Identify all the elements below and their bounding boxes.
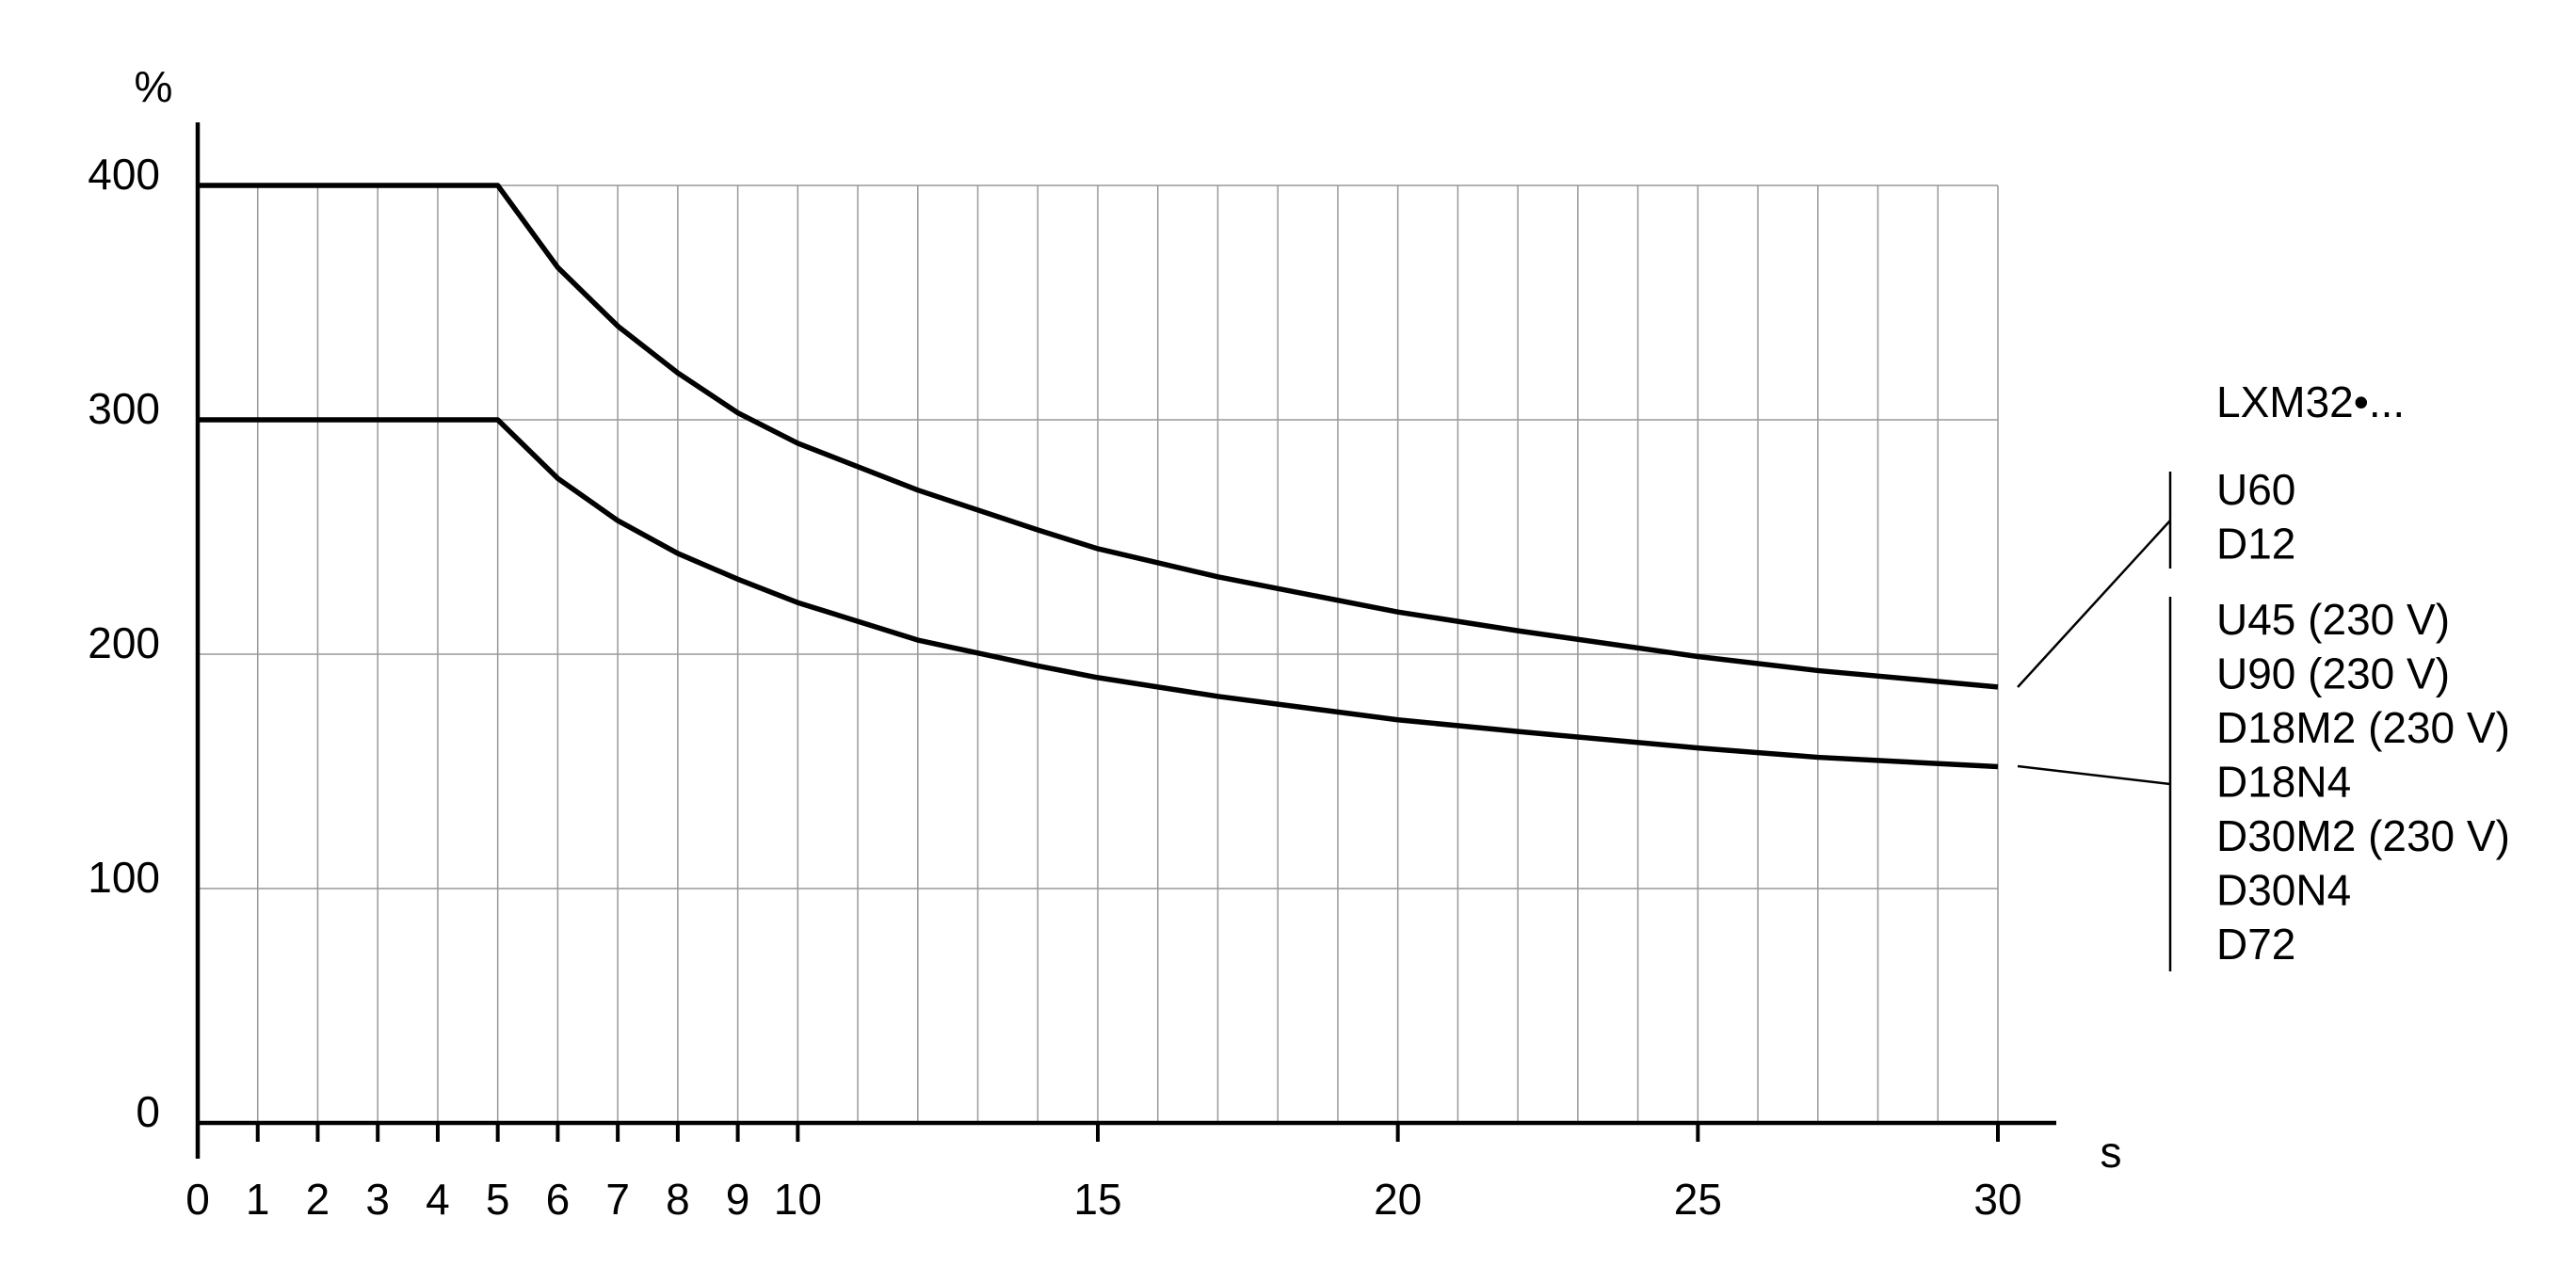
- legend-title: LXM32•...: [2216, 377, 2405, 426]
- legend-label: D18M2 (230 V): [2216, 703, 2510, 752]
- y-tick-label: 200: [88, 618, 160, 667]
- x-tick-label: 7: [605, 1175, 630, 1224]
- legend-brackets: [2017, 472, 2172, 971]
- y-tick-label: 0: [136, 1087, 160, 1136]
- x-tick-label: 3: [365, 1175, 390, 1224]
- x-tick-label: 25: [1674, 1175, 1722, 1224]
- legend-label: D12: [2216, 520, 2295, 569]
- x-tick-label: 1: [246, 1175, 270, 1224]
- x-tick-label: 6: [546, 1175, 571, 1224]
- legend-label: D30M2 (230 V): [2216, 811, 2510, 860]
- series-line: [198, 417, 1999, 770]
- x-tick-label: 30: [1973, 1175, 2021, 1224]
- series-line: [198, 183, 1999, 690]
- legend-label: U60: [2216, 465, 2295, 514]
- legend-label: U45 (230 V): [2216, 595, 2450, 644]
- x-tick-label: 4: [426, 1175, 450, 1224]
- x-tick-label: 15: [1073, 1175, 1121, 1224]
- legend-label: D18N4: [2216, 758, 2351, 807]
- x-tick-label: 9: [726, 1175, 750, 1224]
- x-tick-label: 8: [666, 1175, 690, 1224]
- x-tick-label: 5: [486, 1175, 510, 1224]
- x-unit: s: [2101, 1128, 2122, 1177]
- x-tick-label: 10: [774, 1175, 822, 1224]
- leader-line: [2017, 764, 2171, 786]
- x-tick-label: 20: [1374, 1175, 1422, 1224]
- x-tick-label: 2: [306, 1175, 330, 1224]
- legend-label: D72: [2216, 920, 2295, 969]
- y-tick-label: 300: [88, 384, 160, 433]
- legend-label: D30N4: [2216, 866, 2351, 915]
- y-tick-label: 100: [88, 853, 160, 902]
- legend-label: U90 (230 V): [2216, 649, 2450, 698]
- y-unit: %: [135, 62, 173, 111]
- x-tick-label: 0: [185, 1175, 210, 1224]
- leader-line: [2017, 520, 2171, 688]
- y-tick-label: 400: [88, 150, 160, 199]
